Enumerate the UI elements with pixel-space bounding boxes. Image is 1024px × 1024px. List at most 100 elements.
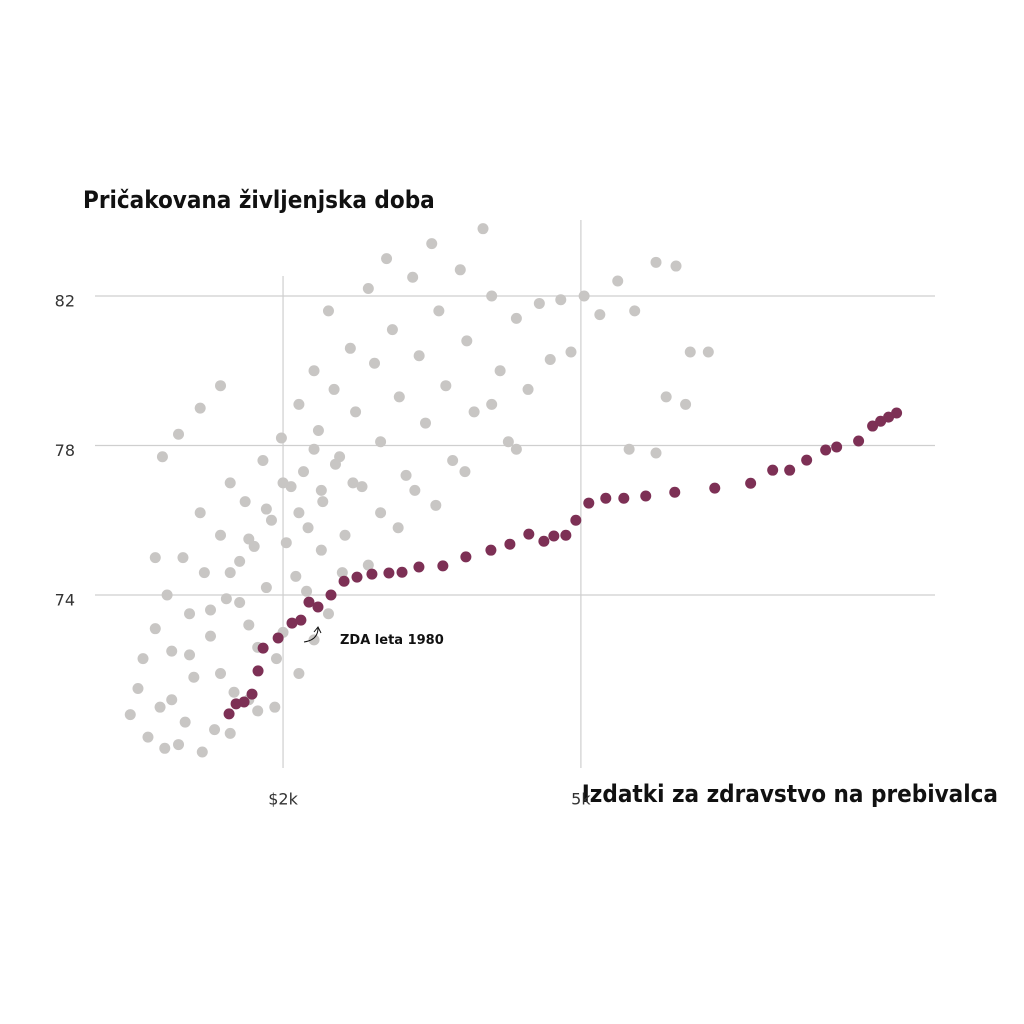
point	[538, 535, 550, 547]
point	[243, 533, 255, 545]
point	[350, 406, 362, 418]
point	[336, 567, 348, 579]
point	[437, 560, 449, 572]
point	[344, 342, 356, 354]
point	[510, 312, 522, 324]
point	[867, 420, 879, 432]
point	[393, 391, 405, 403]
point	[600, 492, 612, 504]
point	[650, 256, 662, 268]
point	[369, 357, 381, 369]
y-tick-label: 82	[55, 291, 75, 310]
point	[533, 297, 545, 309]
point	[194, 402, 206, 414]
point	[269, 701, 281, 713]
point	[494, 365, 506, 377]
point	[831, 441, 843, 453]
point	[132, 682, 144, 694]
point	[224, 727, 236, 739]
point	[396, 566, 408, 578]
point	[308, 443, 320, 455]
point	[302, 522, 314, 534]
point	[767, 464, 779, 476]
point	[293, 398, 305, 410]
point	[137, 653, 149, 665]
point	[238, 696, 250, 708]
point	[486, 290, 498, 302]
point	[159, 742, 171, 754]
point	[161, 589, 173, 601]
point	[329, 458, 341, 470]
point	[173, 739, 185, 751]
point	[322, 608, 334, 620]
point	[544, 354, 556, 366]
point	[260, 503, 272, 515]
point	[583, 497, 595, 509]
point	[184, 649, 196, 661]
point	[252, 705, 264, 717]
point	[220, 593, 232, 605]
point	[188, 671, 200, 683]
point	[502, 436, 514, 448]
point	[184, 608, 196, 620]
points	[124, 223, 903, 758]
point	[234, 555, 246, 567]
point	[315, 544, 327, 556]
point	[650, 447, 662, 459]
chart-title: Pričakovana življenjska doba	[83, 186, 435, 214]
point	[280, 537, 292, 549]
point	[243, 619, 255, 631]
point	[196, 746, 208, 758]
point	[290, 570, 302, 582]
point	[669, 486, 681, 498]
point	[565, 346, 577, 358]
point	[623, 443, 635, 455]
point	[303, 596, 315, 608]
point	[356, 481, 368, 493]
point	[413, 350, 425, 362]
point	[468, 406, 480, 418]
point	[317, 496, 329, 508]
point	[198, 567, 210, 579]
point	[205, 604, 217, 616]
annotation-arrow	[303, 626, 322, 643]
grid	[95, 220, 935, 768]
annotation: ZDA leta 1980	[340, 633, 444, 648]
point	[709, 482, 721, 494]
point	[570, 514, 582, 526]
point	[430, 499, 442, 511]
point	[891, 407, 903, 419]
point	[239, 496, 251, 508]
point	[166, 645, 178, 657]
point	[420, 417, 432, 429]
point	[447, 454, 459, 466]
point	[381, 253, 393, 265]
point	[325, 589, 337, 601]
point	[459, 466, 471, 478]
point	[179, 716, 191, 728]
point	[366, 568, 378, 580]
point	[413, 561, 425, 573]
point	[301, 585, 313, 597]
point	[820, 444, 832, 456]
point	[209, 724, 221, 736]
point	[375, 507, 387, 519]
point	[293, 507, 305, 519]
point	[745, 477, 757, 489]
point	[801, 454, 813, 466]
point	[149, 623, 161, 635]
point	[407, 271, 419, 283]
point	[684, 346, 696, 358]
point	[680, 398, 692, 410]
point	[522, 383, 534, 395]
point	[461, 335, 473, 347]
point	[400, 469, 412, 481]
point	[177, 552, 189, 564]
point	[392, 522, 404, 534]
point	[426, 238, 438, 250]
y-tick-label: 78	[55, 441, 75, 460]
point	[612, 275, 624, 287]
point	[510, 443, 522, 455]
point	[322, 305, 334, 317]
point	[312, 425, 324, 437]
